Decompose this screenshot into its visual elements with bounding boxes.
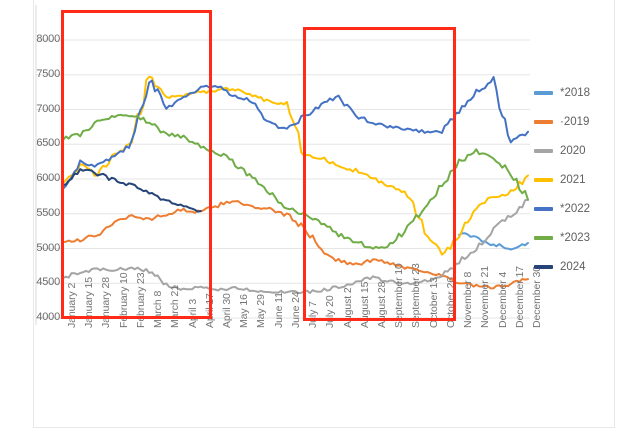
y-axis-tick-label: 4500	[36, 276, 60, 289]
legend-item-label: 2021	[560, 173, 586, 186]
legend-item[interactable]: ·2019	[534, 107, 634, 136]
legend-item[interactable]: 2020	[534, 136, 634, 165]
x-axis-tick-label: April 30	[221, 293, 233, 328]
series-line-2022	[62, 76, 529, 190]
legend-item[interactable]: *2023	[534, 223, 634, 252]
x-axis-tick-label: May 29	[255, 294, 268, 328]
series-line-2020	[62, 198, 529, 295]
y-axis-tick-label: 4000	[36, 311, 60, 323]
highlight-rect-q1	[61, 10, 212, 319]
series-line-2019	[62, 200, 529, 290]
legend-item-label: *2022	[560, 202, 591, 215]
legend-item[interactable]: 2024	[534, 252, 634, 281]
legend-swatch-icon	[534, 90, 553, 95]
x-axis-tick-label: May 16	[238, 294, 251, 328]
x-axis-tick-label: November 8	[462, 271, 475, 328]
legend-item[interactable]: *2022	[534, 194, 634, 223]
y-axis-tick-label: 8000	[36, 33, 60, 45]
x-axis-tick-label: June 24	[289, 291, 302, 328]
legend-swatch-icon	[534, 119, 553, 124]
x-axis-tick-label: December 4	[496, 271, 509, 328]
series-line-2021	[62, 75, 529, 256]
y-axis-tick-label: 5000	[36, 241, 60, 254]
legend-item[interactable]: *2018	[534, 78, 634, 107]
legend-item-label: ·2019	[560, 115, 590, 128]
y-axis-tick-label: 5500	[36, 206, 60, 219]
y-axis-labels: 8000 7500 7000 6500 6000 5500 5000 4500 4000	[0, 0, 60, 438]
y-axis-tick-label: 6500	[36, 137, 60, 150]
y-axis-tick-label: 6000	[36, 172, 60, 184]
legend-swatch-icon	[534, 177, 553, 182]
legend-item-label: *2018	[560, 86, 591, 99]
legend-swatch-icon	[534, 148, 553, 153]
series-line-2024	[62, 168, 202, 213]
legend-item[interactable]: 2021	[534, 165, 634, 194]
highlight-rect-q3	[303, 27, 456, 321]
legend-item-label: 2024	[560, 260, 586, 273]
y-axis-tick-label: 7000	[36, 102, 60, 115]
x-axis-tick-label: November 21	[479, 266, 492, 328]
y-axis-tick-label: 7500	[36, 67, 60, 80]
legend-item-label: *2023	[560, 231, 591, 244]
legend-swatch-icon	[534, 264, 553, 269]
legend-swatch-icon	[534, 206, 553, 211]
legend-swatch-icon	[534, 235, 553, 240]
x-axis-tick-label: December 17	[513, 266, 526, 328]
series-line-2023	[62, 113, 529, 250]
chart-legend: *2018 ·2019 2020 2021 *2022 *2023 2024	[534, 78, 634, 281]
x-axis-tick-label: June 11	[272, 292, 285, 328]
series-line-2018	[458, 232, 529, 251]
legend-item-label: 2020	[560, 144, 586, 157]
data-series-group	[62, 75, 529, 295]
